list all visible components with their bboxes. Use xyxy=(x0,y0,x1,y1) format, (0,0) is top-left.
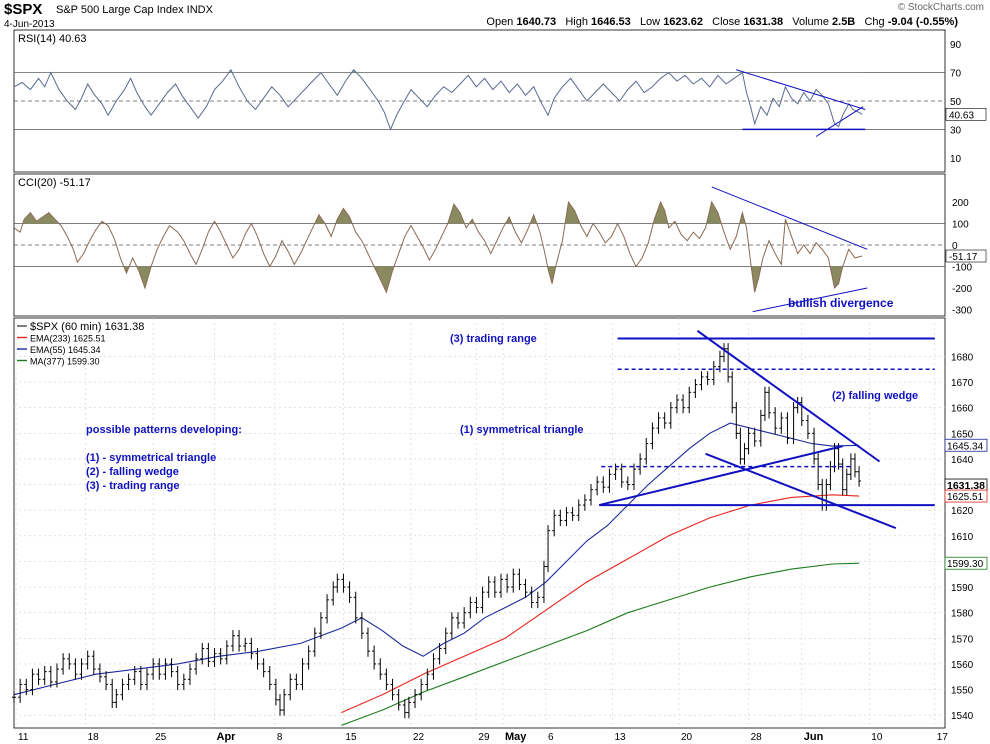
rsi-tick-label: 50 xyxy=(950,97,962,108)
index-name: S&P 500 Large Cap Index INDX xyxy=(56,4,213,16)
price-tick-label: 1660 xyxy=(951,404,974,415)
x-tick-label: Apr xyxy=(217,731,237,743)
rsi-last-box xyxy=(945,108,987,121)
open-value: 1640.73 xyxy=(516,16,557,28)
cci-title: CCI(20) -51.17 xyxy=(18,177,91,189)
chg-label: Chg xyxy=(864,16,885,28)
stockcharts-credit[interactable]: © StockCharts.com xyxy=(897,2,984,13)
x-tick-label: 28 xyxy=(751,732,763,743)
cci-upper-trendline xyxy=(711,186,868,250)
price-right-label: 1631.38 xyxy=(947,480,985,492)
price-right-box xyxy=(944,556,988,570)
legend-label: $SPX (60 min) 1631.38 xyxy=(30,321,144,333)
rsi-tick-label: 70 xyxy=(950,69,962,80)
high-value: 1646.53 xyxy=(591,16,631,28)
cci-last-box xyxy=(945,249,987,263)
cci-last-label: -51.17 xyxy=(949,252,978,263)
price-tick-label: 1640 xyxy=(951,455,974,466)
price-tick-label: 1680 xyxy=(951,352,974,363)
rsi-line xyxy=(13,68,863,131)
cci-lower-trendline xyxy=(752,287,868,313)
ohlc-summary: Open 1640.73 High 1646.53 Low 1623.62 Cl… xyxy=(486,16,958,28)
cci-tick-label: -100 xyxy=(952,263,972,274)
pattern-annotation: possible patterns developing: xyxy=(86,424,242,436)
rsi-tick-label: 30 xyxy=(950,125,962,136)
price-tick-label: 1670 xyxy=(951,378,974,389)
rsi-last-label: 40.63 xyxy=(949,110,974,121)
rsi-title: RSI(14) 40.63 xyxy=(18,33,86,45)
cci-tick-label: -200 xyxy=(952,284,972,295)
pattern-annotation: (1) symmetrical triangle xyxy=(460,424,584,436)
pattern-annotation: (1) - symmetrical triangle xyxy=(86,452,216,464)
price-right-box xyxy=(944,489,988,503)
price-tick-label: 1650 xyxy=(951,429,974,440)
px-panel-frame xyxy=(13,317,946,729)
open-label: Open xyxy=(486,16,514,28)
cci-overbought-fill xyxy=(22,202,787,224)
ma-line-1 xyxy=(13,422,860,696)
bullish-divergence-annotation: bullish divergence xyxy=(788,296,894,310)
x-tick-label: 17 xyxy=(937,732,949,743)
x-tick-label: 11 xyxy=(18,732,29,743)
x-tick-label: May xyxy=(505,731,527,743)
price-tick-label: 1580 xyxy=(951,609,974,620)
low-label: Low xyxy=(639,16,661,28)
x-tick-label: 22 xyxy=(413,732,425,743)
price-right-label: 1625.51 xyxy=(947,492,984,503)
rsi-tick-label: 10 xyxy=(950,154,962,165)
x-tick-label: 15 xyxy=(345,732,357,743)
x-tick-label: 8 xyxy=(277,732,283,743)
x-tick-label: 18 xyxy=(88,732,100,743)
ma-line-2 xyxy=(341,562,860,726)
x-tick-label: 29 xyxy=(478,732,490,743)
price-tick-label: 1590 xyxy=(951,583,974,594)
low-value: 1623.62 xyxy=(663,16,703,28)
ma-line-0 xyxy=(341,494,860,714)
cci-tick-label: 200 xyxy=(952,198,969,209)
cci-line xyxy=(13,200,863,294)
cci-tick-label: 100 xyxy=(952,219,969,230)
pattern-annotation: (3) - trading range xyxy=(86,480,180,492)
x-tick-label: 25 xyxy=(155,732,167,743)
pattern-annotation: (2) - falling wedge xyxy=(86,466,179,478)
pattern-annotation: (3) trading range xyxy=(450,333,537,345)
price-right-box xyxy=(944,438,988,452)
price-tick-label: 1620 xyxy=(951,506,974,517)
volume-value: 2.5B xyxy=(832,16,856,28)
legend-label: MA(377) 1599.30 xyxy=(30,357,100,367)
price-tick-label: 1610 xyxy=(951,532,974,543)
legend-label: EMA(233) 1625.51 xyxy=(30,334,106,344)
price-tick-label: 1570 xyxy=(951,634,974,645)
triangle-lower-side xyxy=(598,445,843,507)
close-label: Close xyxy=(712,16,741,28)
price-right-label: 1645.34 xyxy=(947,441,984,452)
price-tick-label: 1540 xyxy=(951,711,974,722)
high-label: High xyxy=(565,16,588,28)
x-tick-label: 10 xyxy=(871,732,883,743)
price-bars xyxy=(12,343,862,719)
price-right-label: 1599.30 xyxy=(947,559,984,570)
cci-tick-label: -300 xyxy=(952,306,972,317)
volume-label: Volume xyxy=(792,16,829,28)
rsi-tick-label: 90 xyxy=(950,40,962,51)
pattern-annotation: (2) falling wedge xyxy=(832,390,918,402)
rsi-rising-trendline xyxy=(815,106,864,137)
legend-label: EMA(55) 1645.34 xyxy=(30,345,101,355)
x-tick-label: Jun xyxy=(804,731,824,743)
cci-tick-label: 0 xyxy=(952,241,958,252)
symbol-title: $SPX xyxy=(4,1,43,18)
x-tick-label: 20 xyxy=(681,732,693,743)
wedge-lower-side xyxy=(705,452,897,530)
rsi-upper-trendline xyxy=(736,69,866,110)
x-tick-label: 13 xyxy=(615,732,627,743)
price-tick-label: 1560 xyxy=(951,660,974,671)
close-value: 1631.38 xyxy=(743,16,784,28)
chart-date: 4-Jun-2013 xyxy=(4,19,55,30)
x-tick-label: 6 xyxy=(548,732,554,743)
price-tick-label: 1550 xyxy=(951,686,974,697)
chg-value: -9.04 (-0.55%) xyxy=(887,16,958,28)
wedge-upper-side xyxy=(696,330,881,463)
